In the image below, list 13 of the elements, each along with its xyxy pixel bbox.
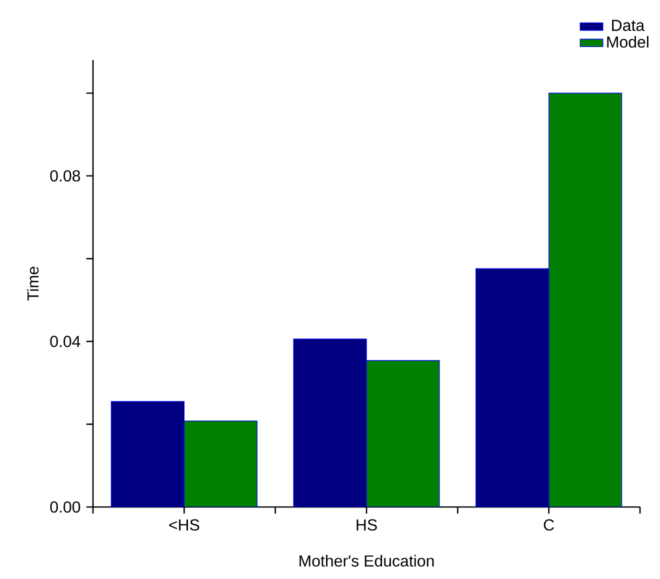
- bar: [110, 401, 185, 507]
- x-tick-label: <HS: [169, 519, 200, 531]
- y-tick-label: 0.00: [50, 501, 80, 513]
- x-tick-label: C: [544, 519, 554, 531]
- bar: [293, 338, 367, 507]
- y-axis-title: Time: [26, 266, 39, 301]
- legend-label: Data: [612, 20, 645, 32]
- bar: [476, 268, 550, 507]
- legend-label: Model: [607, 36, 648, 48]
- x-axis-title: Mother's Education: [300, 554, 434, 567]
- y-tick-label: 0.08: [50, 170, 80, 182]
- y-tick-label: 0.04: [50, 336, 80, 348]
- x-tick-label: HS: [356, 519, 377, 531]
